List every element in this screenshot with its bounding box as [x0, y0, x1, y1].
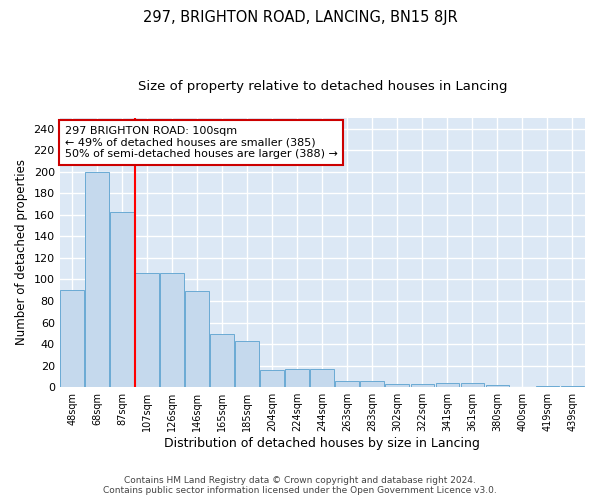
Bar: [560, 386, 584, 387]
Bar: [260, 370, 284, 387]
Bar: [436, 383, 459, 387]
Bar: [185, 292, 209, 387]
Bar: [335, 380, 359, 387]
Bar: [410, 384, 434, 387]
Bar: [485, 385, 509, 387]
Bar: [85, 172, 109, 387]
X-axis label: Distribution of detached houses by size in Lancing: Distribution of detached houses by size …: [164, 437, 480, 450]
Bar: [235, 341, 259, 387]
Text: 297 BRIGHTON ROAD: 100sqm
← 49% of detached houses are smaller (385)
50% of semi: 297 BRIGHTON ROAD: 100sqm ← 49% of detac…: [65, 126, 338, 159]
Text: 297, BRIGHTON ROAD, LANCING, BN15 8JR: 297, BRIGHTON ROAD, LANCING, BN15 8JR: [143, 10, 457, 25]
Bar: [536, 386, 559, 387]
Bar: [60, 290, 84, 387]
Bar: [136, 273, 159, 387]
Bar: [286, 369, 309, 387]
Bar: [110, 212, 134, 387]
Bar: [310, 369, 334, 387]
Bar: [361, 380, 384, 387]
Y-axis label: Number of detached properties: Number of detached properties: [15, 160, 28, 346]
Title: Size of property relative to detached houses in Lancing: Size of property relative to detached ho…: [137, 80, 507, 93]
Bar: [211, 334, 234, 387]
Bar: [461, 383, 484, 387]
Bar: [160, 273, 184, 387]
Bar: [385, 384, 409, 387]
Text: Contains HM Land Registry data © Crown copyright and database right 2024.
Contai: Contains HM Land Registry data © Crown c…: [103, 476, 497, 495]
